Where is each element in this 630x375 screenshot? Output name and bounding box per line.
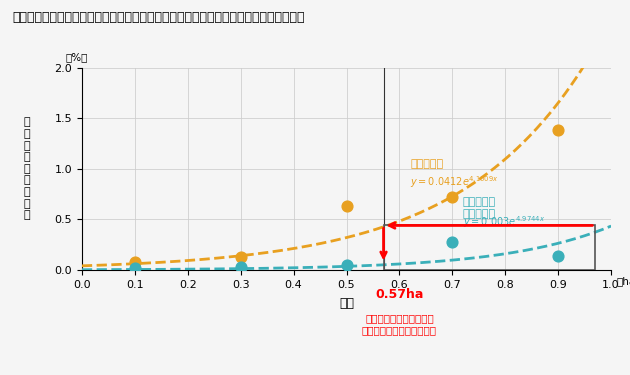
- Text: （%）: （%）: [66, 53, 88, 62]
- Point: [341, 262, 352, 268]
- Text: 太陽光発電以外の開発と
同水準となる面積（試算）: 太陽光発電以外の開発と 同水準となる面積（試算）: [362, 314, 437, 335]
- Text: 太陽光発電: 太陽光発電: [410, 159, 443, 169]
- Point: [447, 194, 457, 200]
- Text: $y = 0.0412e^{4.1009x}$: $y = 0.0412e^{4.1009x}$: [410, 174, 498, 190]
- Text: （ha）: （ha）: [616, 276, 630, 286]
- Text: 太陽光発電と他の開発に係る小規模林地開発地の面積別の土砂流出等の発生状況の比較: 太陽光発電と他の開発に係る小規模林地開発地の面積別の土砂流出等の発生状況の比較: [13, 11, 305, 24]
- Point: [130, 265, 140, 271]
- X-axis label: 面積: 面積: [339, 297, 354, 310]
- Point: [341, 203, 352, 209]
- Text: 太陽光発電
以外の開発: 太陽光発電 以外の開発: [463, 197, 496, 219]
- Point: [130, 259, 140, 265]
- Point: [236, 264, 246, 270]
- Text: $y = 0.003e^{4.9744x}$: $y = 0.003e^{4.9744x}$: [463, 214, 545, 230]
- Point: [447, 238, 457, 244]
- Point: [553, 253, 563, 259]
- Text: 0.57ha: 0.57ha: [375, 288, 423, 302]
- Point: [553, 127, 563, 133]
- Y-axis label: 土
砂
流
出
等
発
生
割
合: 土 砂 流 出 等 発 生 割 合: [23, 117, 30, 220]
- Point: [236, 254, 246, 260]
